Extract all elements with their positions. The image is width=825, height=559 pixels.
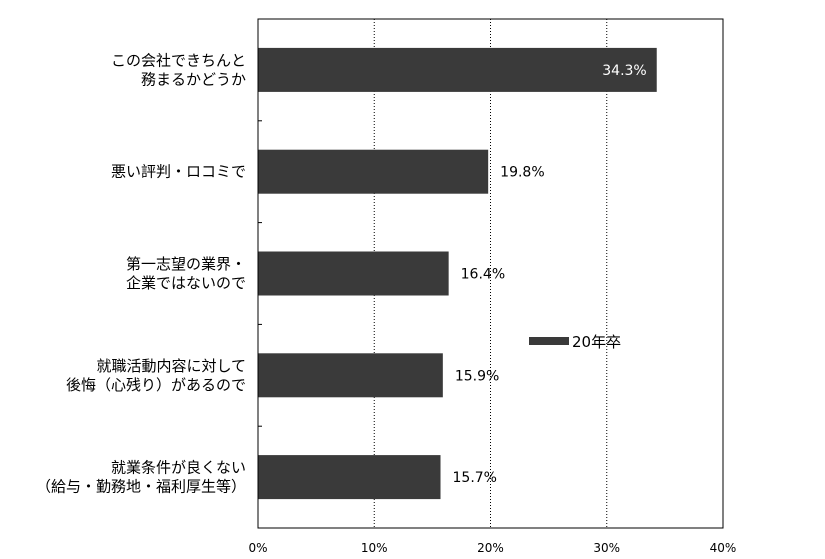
plot-frame (257, 18, 724, 529)
data-label: 19.8% (500, 165, 544, 181)
category-label: 就職活動内容に対して (96, 357, 246, 375)
bar (258, 149, 489, 194)
grid-lines (373, 19, 608, 528)
x-tick-labels: 0% 10% 20% 30% 40% (248, 541, 736, 555)
x-tick-label: 0% (248, 541, 267, 555)
legend-swatch (529, 337, 569, 345)
legend-label: 20年卒 (572, 333, 621, 351)
data-label: 34.3% (602, 63, 646, 79)
x-tick-label: 10% (361, 541, 388, 555)
category-label: 就業条件が良くない (111, 459, 246, 477)
data-label: 15.7% (453, 470, 497, 486)
category-label: 企業ではないので (126, 274, 246, 292)
bar (258, 47, 657, 92)
y-axis-ticks (258, 120, 262, 427)
category-label: 後悔（心残り）があるので (66, 376, 246, 394)
category-label: 務まるかどうか (141, 70, 246, 88)
category-labels: この会社できちんと務まるかどうか悪い評判・ロコミで第一志望の業界・企業ではないの… (36, 51, 246, 495)
category-label: 悪い評判・ロコミで (111, 163, 246, 181)
data-label: 16.4% (461, 267, 505, 283)
data-label: 15.9% (455, 368, 499, 384)
x-tick-label: 40% (710, 541, 737, 555)
bar (258, 353, 443, 398)
x-tick-label: 30% (593, 541, 620, 555)
category-label: この会社できちんと (111, 51, 246, 69)
bar (258, 455, 441, 500)
category-label: 第一志望の業界・ (126, 255, 246, 273)
x-tick-label: 20% (477, 541, 504, 555)
bar (258, 251, 449, 296)
legend: 20年卒 (529, 333, 621, 351)
category-label: （給与・勤務地・福利厚生等） (36, 478, 246, 496)
bars (258, 47, 657, 500)
data-labels: 34.3% 19.8% 16.4% 15.9% 15.7% (453, 63, 647, 486)
